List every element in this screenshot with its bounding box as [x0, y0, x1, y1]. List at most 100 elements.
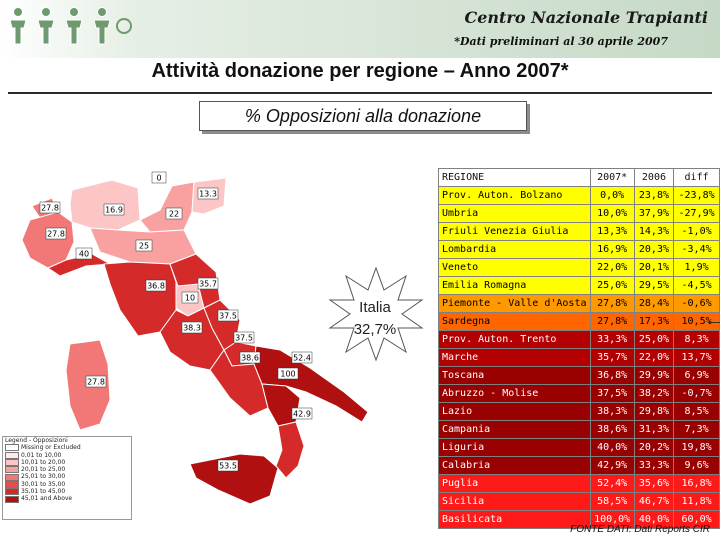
cell-region: Liguria [438, 438, 591, 457]
svg-text:0: 0 [156, 174, 161, 183]
legend-item: 0,01 to 10,00 [3, 452, 131, 459]
cell-2006: 31,3% [633, 420, 675, 439]
cell-2006: 40,0% [633, 510, 675, 529]
legend-item: 45,01 and Above [3, 495, 131, 503]
cell-2006: 29,8% [633, 402, 675, 421]
cell-diff: 7,3% [673, 420, 720, 439]
legend-swatch [5, 488, 19, 496]
svg-text:53.5: 53.5 [219, 462, 237, 471]
cell-region: Basilicata [438, 510, 591, 529]
header-2007: 2007* [589, 168, 635, 187]
table-row: Umbria 10,0% 37,9% -27,9% [438, 204, 720, 223]
slide-title: Attività donazione per regione – Anno 20… [151, 60, 569, 82]
cell-region: Umbria [438, 204, 591, 223]
cell-diff: -23,8% [673, 186, 720, 205]
svg-text:27.8: 27.8 [47, 230, 65, 239]
cell-2006: 14,3% [633, 222, 675, 241]
italia-average: Italia 32,7% [347, 297, 403, 341]
table-row: Marche 35,7% 22,0% 13,7% [438, 348, 720, 367]
map-label-emilia: 25 [135, 239, 153, 252]
cell-2007: 36,8% [589, 366, 635, 385]
legend-item: 35,01 to 45,00 [3, 488, 131, 496]
cell-2007: 22,0% [589, 258, 635, 277]
cell-2006: 22,0% [633, 348, 675, 367]
map-label-sardegna: 27.8 [85, 375, 107, 388]
cell-region: Prov. Auton. Bolzano [438, 186, 591, 205]
legend-swatch [5, 480, 19, 488]
legend-swatch [5, 444, 19, 452]
cell-diff: 60,0% [673, 510, 720, 529]
cell-diff: -1,0% [673, 222, 720, 241]
table-row: Lombardia 16,9% 20,3% -3,4% [438, 240, 720, 259]
header-2006: 2006 [633, 168, 675, 187]
legend-label: 45,01 and Above [21, 495, 73, 503]
cell-2006: 20,3% [633, 240, 675, 259]
map-label-lombardia: 16.9 [103, 203, 125, 216]
legend-label: 10,01 to 20,00 [21, 458, 66, 466]
svg-text:52.4: 52.4 [293, 354, 311, 363]
map-label-toscana: 36.8 [145, 279, 167, 292]
cell-region: Puglia [438, 474, 591, 493]
cell-region: Calabria [438, 456, 591, 475]
legend-swatch [5, 451, 19, 459]
svg-text:27.8: 27.8 [87, 378, 105, 387]
region-veneto [139, 181, 195, 233]
cell-2006: 23,8% [633, 186, 675, 205]
region-basilicata [261, 383, 301, 427]
legend-label: 30,01 to 35,00 [21, 480, 66, 488]
table-row: Prov. Auton. Trento 33,3% 25,0% 8,3% [438, 330, 720, 349]
legend-item: Missing or Excluded [3, 444, 131, 452]
cell-diff: 11,8% [673, 492, 720, 511]
cell-diff: -3,4% [673, 240, 720, 259]
map-label-umbria: 10 [181, 291, 199, 304]
cell-diff: 13,7% [673, 348, 720, 367]
legend-swatch [5, 466, 19, 474]
map-label-puglia: 52.4 [291, 351, 313, 364]
table-row: Piemonte - Valle d'Aosta 27,8% 28,4% -0,6% [438, 294, 720, 313]
legend-label: 25,01 to 30,00 [21, 473, 66, 481]
map-label-calabria: 42.9 [291, 407, 313, 420]
title-divider [8, 92, 712, 94]
table-row: Liguria 40,0% 20,2% 19,8% [438, 438, 720, 457]
cell-2006: 29,9% [633, 366, 675, 385]
cell-diff: -4,5% [673, 276, 720, 295]
table-row: Puglia 52,4% 35,6% 16,8% [438, 474, 720, 493]
italia-value: 32,7% [353, 321, 397, 338]
cell-diff: 8,3% [673, 330, 720, 349]
cell-2007: 13,3% [589, 222, 635, 241]
legend-swatch [5, 459, 19, 467]
cell-2006: 28,4% [633, 294, 675, 313]
cell-diff: -0,7% [673, 384, 720, 403]
header-diff: diff [673, 168, 720, 187]
subtitle-box: % Opposizioni alla donazione [199, 101, 527, 131]
cell-2007: 35,7% [589, 348, 635, 367]
map-label-aosta: 27.8 [39, 201, 61, 214]
cell-2007: 27,8% [589, 294, 635, 313]
cell-2007: 52,4% [589, 474, 635, 493]
map-legend: Legend - Opposizioni Missing or Excluded… [2, 436, 132, 520]
cell-2007: 37,5% [589, 384, 635, 403]
cell-2007: 38,6% [589, 420, 635, 439]
table-row: Sicilia 58,5% 46,7% 11,8% [438, 492, 720, 511]
cell-2006: 29,5% [633, 276, 675, 295]
cell-diff: 6,9% [673, 366, 720, 385]
map-label-veneto: 22 [165, 207, 183, 220]
cell-2007: 10,0% [589, 204, 635, 223]
svg-text:10: 10 [185, 294, 195, 303]
legend-label: 35,01 to 45,00 [21, 488, 66, 496]
cell-2006: 37,9% [633, 204, 675, 223]
svg-text:37.5: 37.5 [235, 334, 253, 343]
region-puglia [253, 345, 369, 423]
legend-title: Legend - Opposizioni [5, 437, 68, 444]
svg-text:25: 25 [139, 242, 149, 251]
cell-2007: 38,3% [589, 402, 635, 421]
cell-region: Abruzzo - Molise [438, 384, 591, 403]
cell-2007: 100,0% [589, 510, 635, 529]
map-label-campania: 38.6 [239, 351, 261, 364]
cell-region: Veneto [438, 258, 591, 277]
legend-swatch [5, 495, 19, 503]
italia-starburst-icon [328, 266, 424, 362]
header-regione: REGIONE [438, 168, 591, 187]
map-label-friuli: 13.3 [197, 187, 219, 200]
cell-region: Piemonte - Valle d'Aosta [438, 294, 591, 313]
